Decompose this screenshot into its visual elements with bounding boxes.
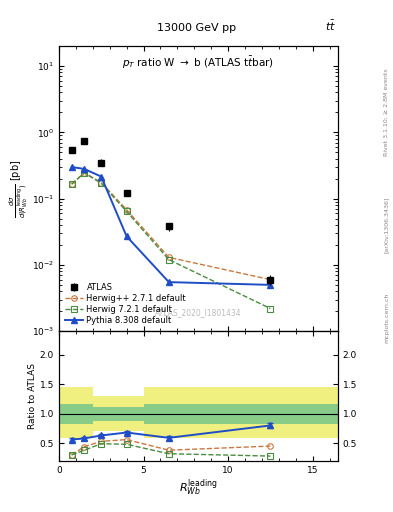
Line: Pythia 8.308 default: Pythia 8.308 default bbox=[69, 164, 273, 288]
Pythia 8.308 default bbox=[99, 174, 104, 180]
Line: Herwig 7.2.1 default: Herwig 7.2.1 default bbox=[69, 170, 273, 311]
Legend: ATLAS, Herwig++ 2.7.1 default, Herwig 7.2.1 default, Pythia 8.308 default: ATLAS, Herwig++ 2.7.1 default, Herwig 7.… bbox=[63, 282, 188, 327]
Pythia 8.308 default bbox=[124, 233, 129, 240]
Herwig++ 2.7.1 default bbox=[268, 276, 273, 283]
Herwig 7.2.1 default bbox=[167, 257, 171, 263]
Text: ATLAS_2020_I1801434: ATLAS_2020_I1801434 bbox=[155, 308, 242, 317]
Herwig++ 2.7.1 default bbox=[167, 254, 171, 261]
Text: $p_T$ ratio W $\rightarrow$ b (ATLAS t$\bar{t}$bar): $p_T$ ratio W $\rightarrow$ b (ATLAS t$\… bbox=[123, 55, 274, 71]
Herwig++ 2.7.1 default bbox=[82, 170, 87, 176]
Herwig++ 2.7.1 default bbox=[69, 181, 74, 187]
Pythia 8.308 default bbox=[82, 166, 87, 172]
Text: [arXiv:1306.3436]: [arXiv:1306.3436] bbox=[384, 197, 389, 253]
Herwig++ 2.7.1 default bbox=[99, 179, 104, 185]
Text: Rivet 3.1.10; ≥ 2.8M events: Rivet 3.1.10; ≥ 2.8M events bbox=[384, 69, 389, 157]
Text: 13000 GeV pp: 13000 GeV pp bbox=[157, 23, 236, 33]
Pythia 8.308 default bbox=[167, 279, 171, 285]
Herwig 7.2.1 default bbox=[69, 181, 74, 187]
Herwig 7.2.1 default bbox=[99, 180, 104, 186]
Y-axis label: $\frac{d\sigma}{d(R_{Wb}^{\rm leading})}$ [pb]: $\frac{d\sigma}{d(R_{Wb}^{\rm leading})}… bbox=[8, 159, 30, 218]
Line: Herwig++ 2.7.1 default: Herwig++ 2.7.1 default bbox=[69, 170, 273, 283]
Text: mcplots.cern.ch: mcplots.cern.ch bbox=[384, 292, 389, 343]
Herwig 7.2.1 default bbox=[268, 306, 273, 312]
Pythia 8.308 default bbox=[268, 282, 273, 288]
Herwig 7.2.1 default bbox=[124, 208, 129, 215]
Pythia 8.308 default bbox=[69, 164, 74, 170]
Y-axis label: Ratio to ATLAS: Ratio to ATLAS bbox=[28, 363, 37, 429]
Herwig 7.2.1 default bbox=[82, 170, 87, 176]
Herwig++ 2.7.1 default bbox=[124, 207, 129, 213]
X-axis label: $R_{Wb}^{\rm leading}$: $R_{Wb}^{\rm leading}$ bbox=[179, 477, 218, 498]
Text: $t\bar{t}$: $t\bar{t}$ bbox=[325, 19, 336, 33]
